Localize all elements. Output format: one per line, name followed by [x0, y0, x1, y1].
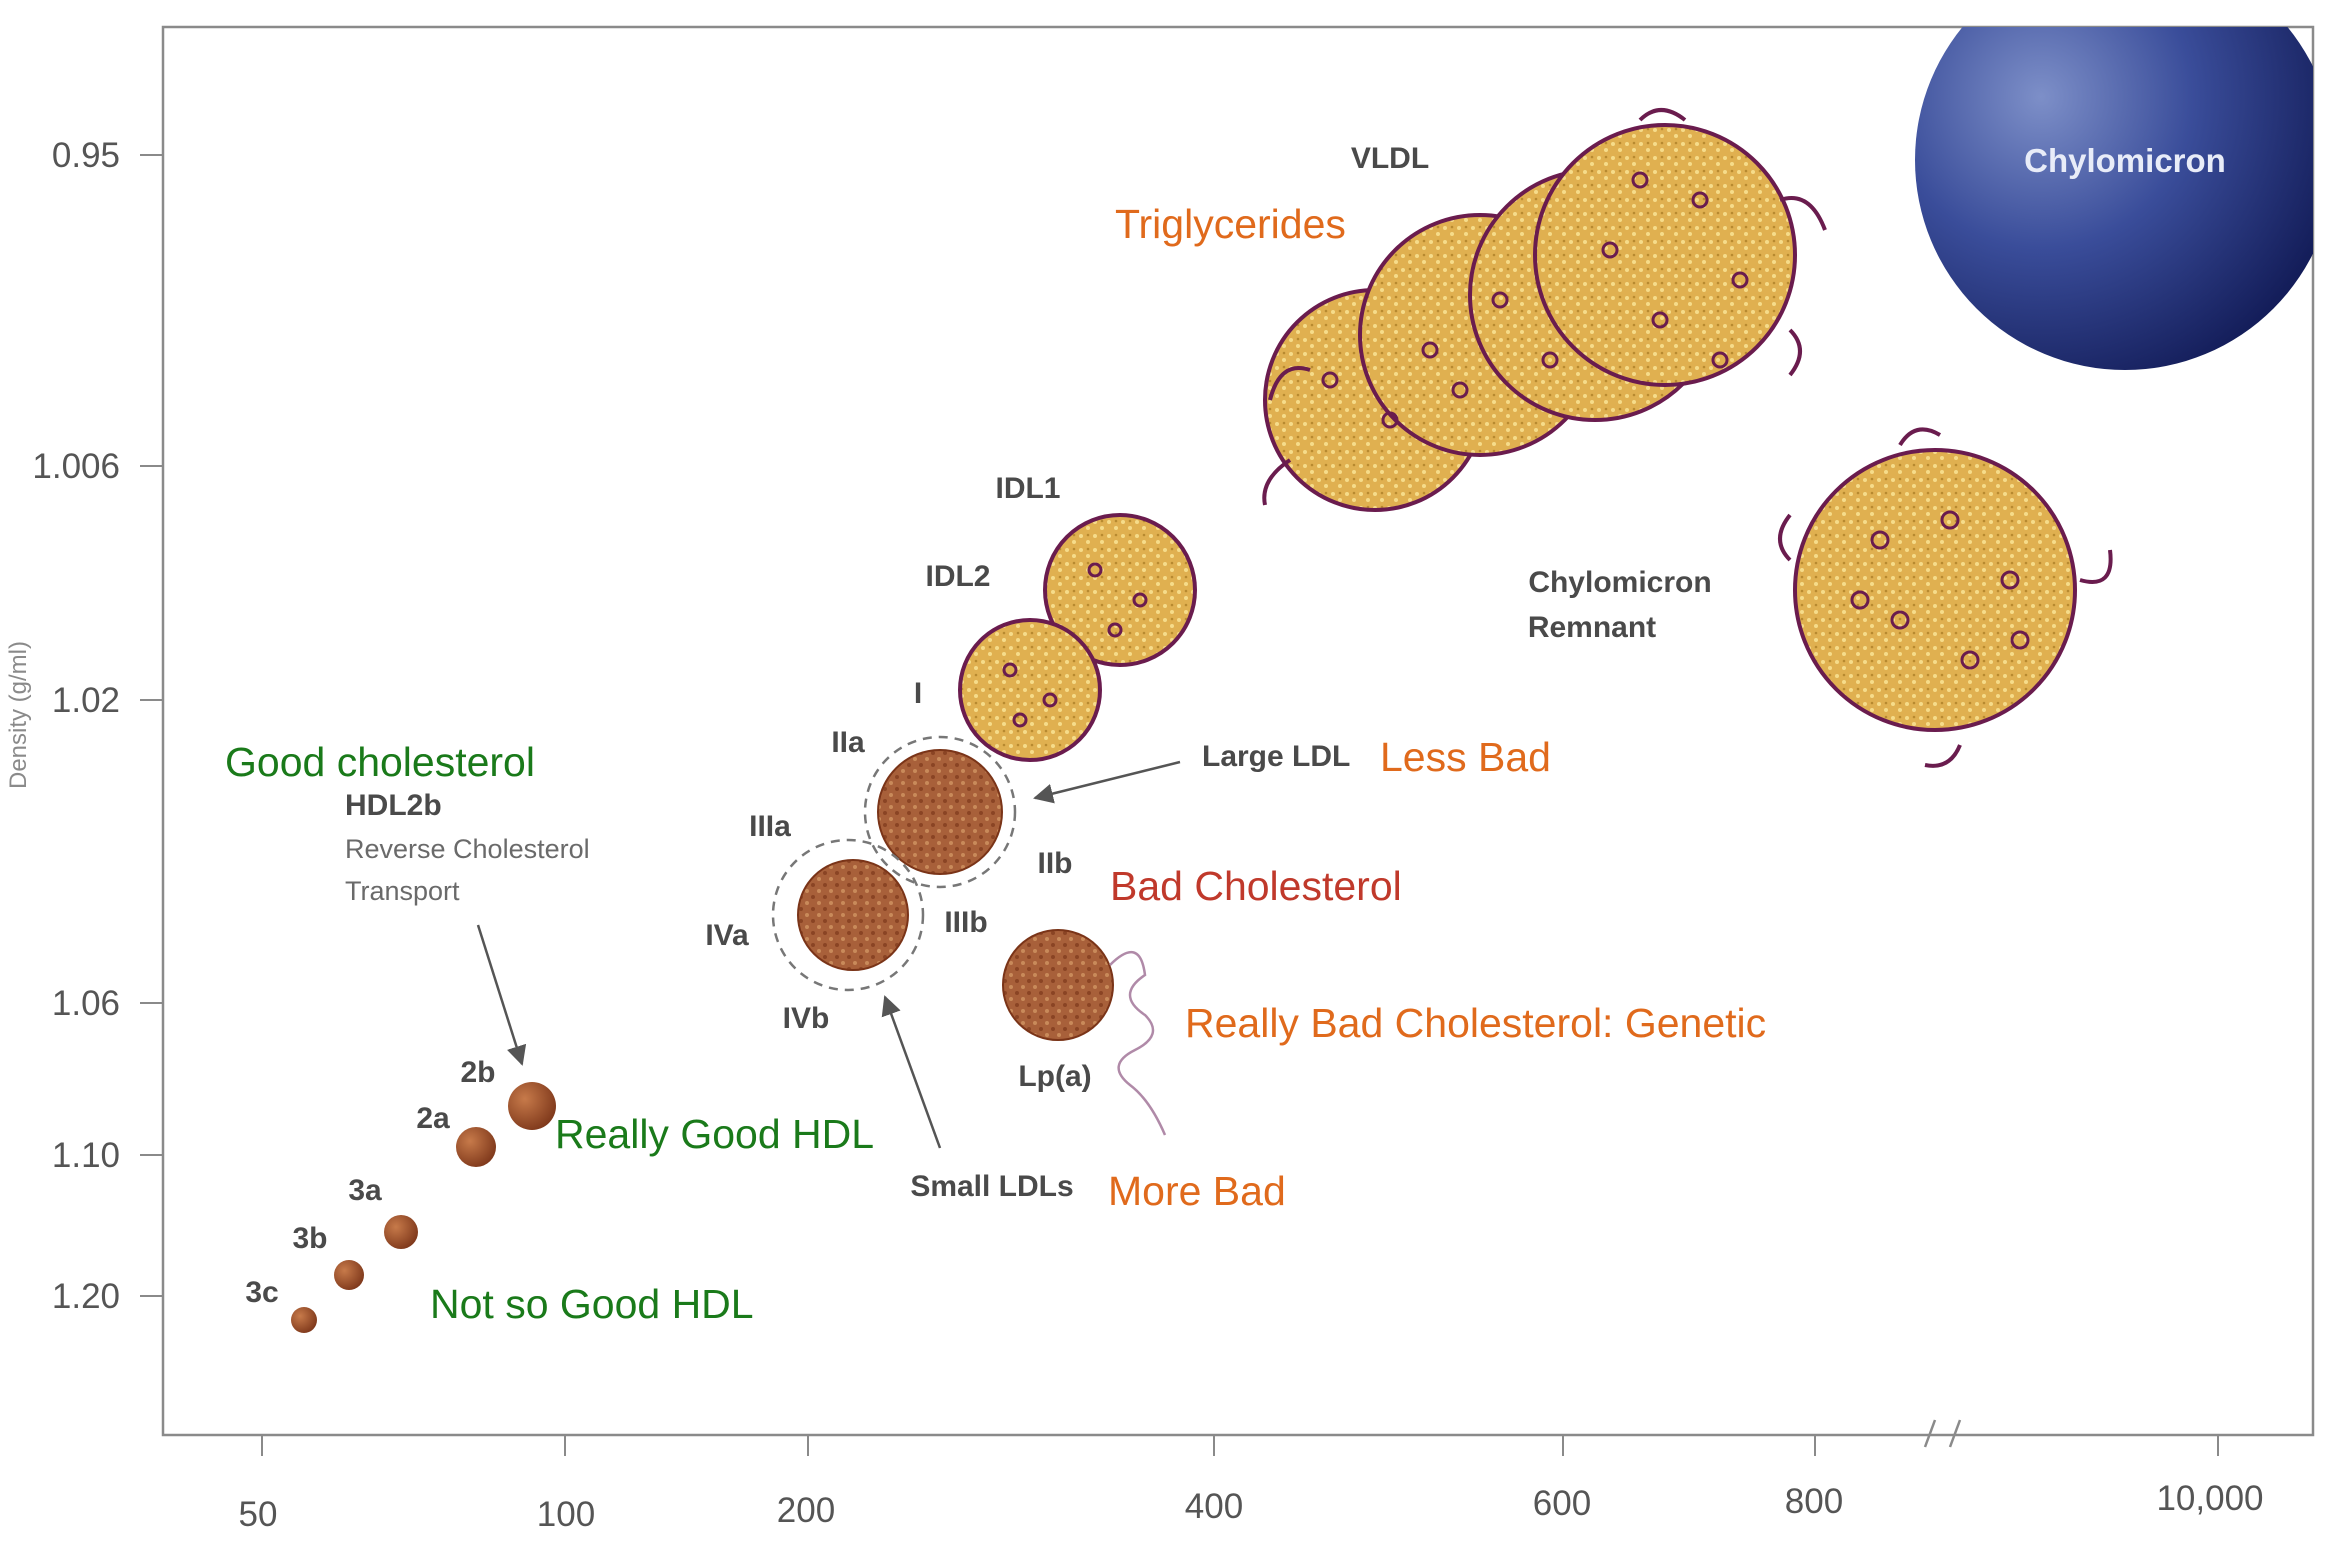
- y-tick-label: 0.95: [52, 136, 120, 175]
- chylomicron-remnant-particle: [1778, 427, 2113, 768]
- vldl-particle: [1262, 108, 1827, 512]
- idl1-particle: [1043, 513, 1197, 667]
- ldl-iia-label: IIa: [831, 726, 865, 759]
- small-ldls-label: Small LDLs: [910, 1170, 1073, 1203]
- less-bad-annotation: Less Bad: [1380, 734, 1551, 780]
- x-tick-label: 10,000: [2156, 1479, 2263, 1518]
- x-tick-label: 50: [239, 1495, 278, 1534]
- hdl-3b-particle: [334, 1260, 364, 1290]
- vldl-label: VLDL: [1351, 142, 1429, 175]
- chylomicron-label: Chylomicron: [2024, 142, 2226, 179]
- hdl-3c-particle: [291, 1307, 317, 1333]
- ldl-iva-label: IVa: [705, 919, 749, 952]
- really-bad-annotation: Really Bad Cholesterol: Genetic: [1185, 1000, 1766, 1046]
- ldl-iiib-label: IIIb: [944, 906, 987, 939]
- hdl-2a-particle: [456, 1127, 496, 1167]
- good-cholesterol-annotation: Good cholesterol: [225, 739, 535, 785]
- hdl2b-arrow: [476, 924, 527, 1066]
- idl1-label: IDL1: [995, 472, 1060, 505]
- y-tick-label: 1.006: [32, 447, 120, 486]
- chylomicron-remnant-label: Remnant: [1528, 611, 1656, 644]
- idl2-label: IDL2: [925, 560, 990, 593]
- triglycerides-annotation: Triglycerides: [1115, 201, 1346, 247]
- ldl-ivb-label: IVb: [783, 1002, 830, 1035]
- x-tick-label: 200: [777, 1491, 835, 1530]
- bad-cholesterol-annotation: Bad Cholesterol: [1110, 863, 1402, 909]
- hdl-2b-particle: [508, 1082, 556, 1130]
- y-axis: [140, 154, 163, 1297]
- axis-break: [1923, 1419, 1962, 1448]
- ldl-small-ring: [771, 838, 925, 992]
- x-tick-label: 400: [1185, 1487, 1243, 1526]
- hdl-2b-label: 2b: [460, 1056, 495, 1089]
- lpa-tail: [1109, 950, 1167, 1136]
- x-tick-label: 600: [1533, 1484, 1591, 1523]
- ldl-i-label: I: [914, 677, 922, 710]
- ldl-large-ring: [863, 735, 1017, 889]
- lpa-label: Lp(a): [1018, 1060, 1091, 1093]
- chylomicron-particle: [1915, 27, 2313, 370]
- not-so-good-hdl-annotation: Not so Good HDL: [430, 1281, 754, 1327]
- hdl-note-line: Reverse Cholesterol: [345, 834, 590, 864]
- hdl-3b-label: 3b: [292, 1222, 327, 1255]
- hdl2b-label: HDL2b: [345, 789, 442, 822]
- ldl-iia-iib-particle: [877, 749, 1003, 875]
- y-axis-label: Density (g/ml): [5, 641, 32, 789]
- x-tick-label: 100: [537, 1495, 595, 1534]
- lpa-particle: [1002, 929, 1114, 1041]
- large-ldl-arrow: [1033, 760, 1181, 804]
- large-ldl-label: Large LDL: [1202, 740, 1350, 773]
- hdl-3a-particle: [384, 1215, 418, 1249]
- hdl-note-line: Transport: [345, 876, 460, 906]
- plot-frame: [161, 25, 2315, 1437]
- hdl-3c-label: 3c: [245, 1276, 278, 1309]
- more-bad-annotation: More Bad: [1108, 1168, 1286, 1214]
- y-tick-label: 1.02: [52, 681, 120, 720]
- small-ldls-arrow: [881, 995, 942, 1149]
- really-good-hdl-annotation: Really Good HDL: [555, 1111, 874, 1157]
- y-tick-label: 1.10: [52, 1136, 120, 1175]
- ldl-iva-ivb-particle: [797, 859, 909, 971]
- y-tick-label: 1.06: [52, 984, 120, 1023]
- ldl-iib-label: IIb: [1038, 847, 1073, 880]
- hdl-3a-label: 3a: [348, 1174, 382, 1207]
- x-tick-label: 800: [1785, 1482, 1843, 1521]
- y-tick-label: 1.20: [52, 1277, 120, 1316]
- hdl-2a-label: 2a: [416, 1102, 450, 1135]
- idl2-particle: [958, 618, 1102, 762]
- x-axis: [261, 1435, 2219, 1456]
- chylomicron-remnant-label: Chylomicron: [1528, 566, 1711, 599]
- ldl-iiia-label: IIIa: [749, 810, 791, 843]
